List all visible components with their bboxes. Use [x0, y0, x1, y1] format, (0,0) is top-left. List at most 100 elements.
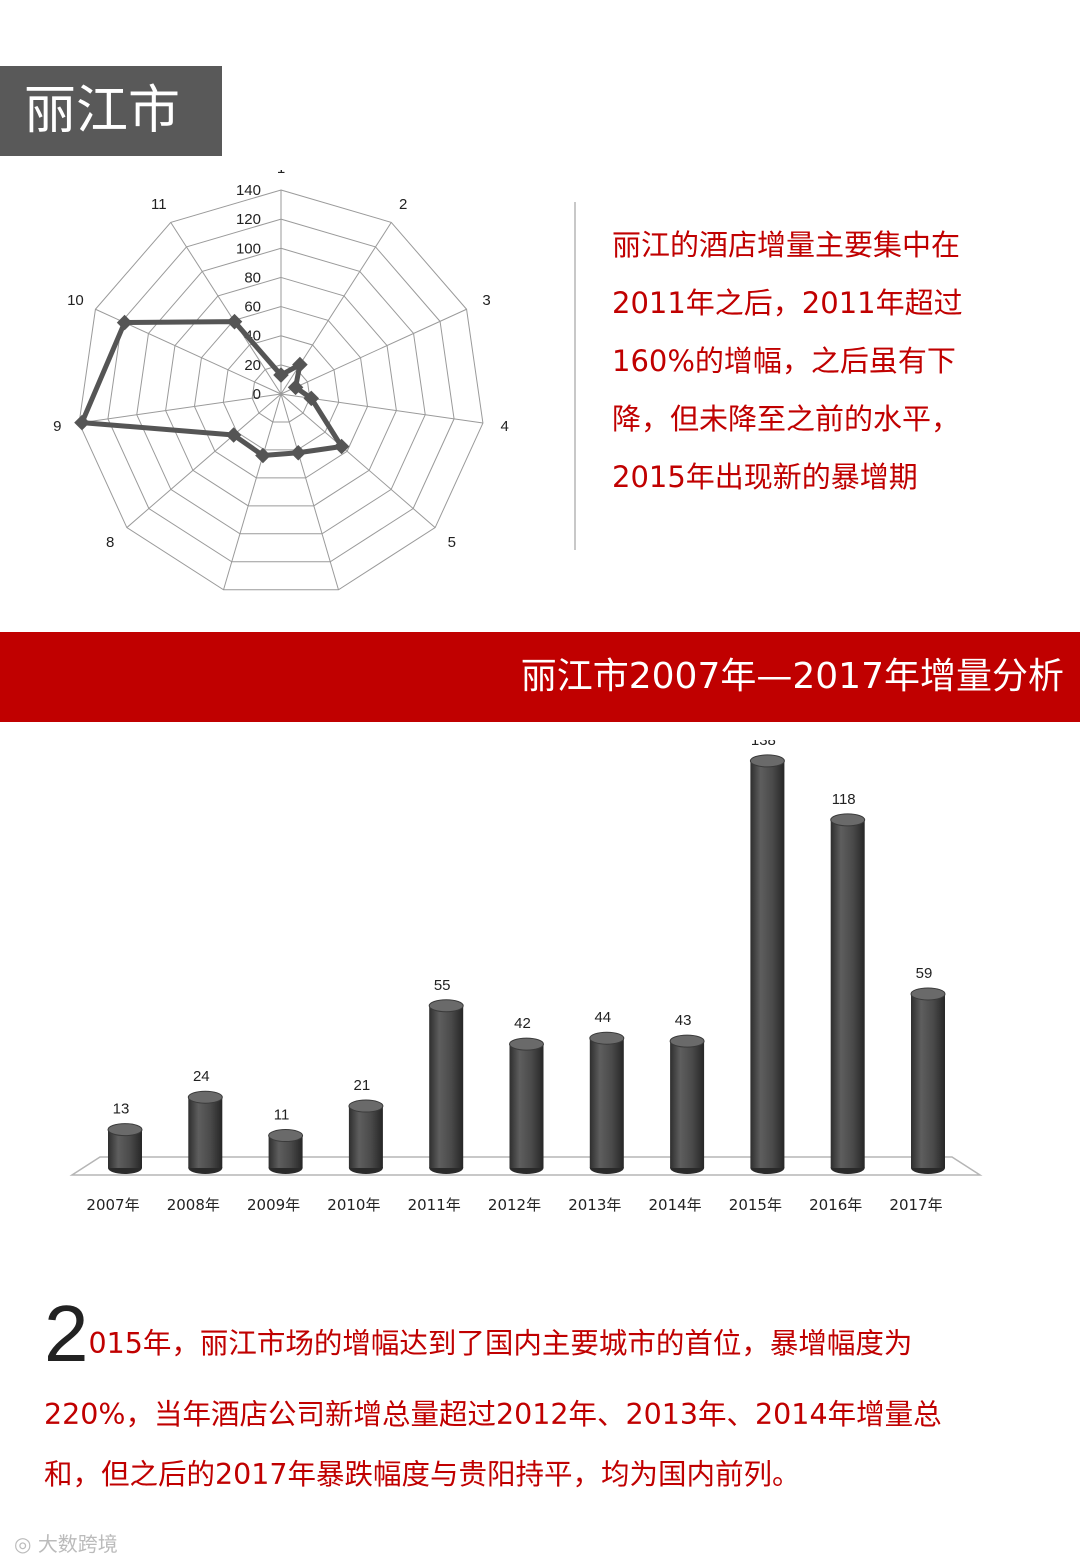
section-banner: 丽江市2007年—2017年增量分析 — [0, 632, 1080, 722]
radar-grid — [78, 189, 484, 591]
bar-category-label: 2010年 — [327, 1196, 380, 1214]
radar-category-label: 1 — [277, 170, 285, 177]
radar-point — [225, 427, 242, 443]
description-line: 丽江的酒店增量主要集中在 — [612, 228, 961, 262]
bar-data-label: 21 — [354, 1077, 371, 1094]
bar-category-label: 2016年 — [809, 1196, 862, 1214]
bar-data-label: 24 — [193, 1068, 210, 1085]
bar — [509, 1037, 544, 1174]
watermark-text: 大数跨境 — [37, 1532, 118, 1556]
bar-data-label: 11 — [274, 1107, 290, 1124]
radar-spoke — [280, 308, 467, 395]
bar-top — [348, 1099, 384, 1113]
bar-top — [107, 1123, 143, 1137]
bar-body — [188, 1097, 223, 1168]
radar-point — [116, 314, 133, 331]
bar — [589, 1031, 625, 1174]
bar-data-label: 118 — [832, 791, 856, 808]
bar — [107, 1123, 143, 1174]
watermark-logo-icon: ◎ — [14, 1532, 38, 1556]
radar-tick-label: 0 — [253, 386, 261, 403]
bar-top — [830, 813, 866, 827]
description-text: 丽江的酒店增量主要集中在 2011年之后，2011年超过 160%的增幅，之后虽… — [612, 216, 1062, 506]
bar-top — [589, 1031, 625, 1045]
summary-line-2: 220%，当年酒店公司新增总量超过2012年、2013年、2014年增量总 — [44, 1398, 942, 1431]
bar-data-label: 138 — [751, 740, 776, 749]
bar-top — [268, 1129, 304, 1143]
radar-point — [290, 444, 307, 461]
bar — [910, 987, 946, 1174]
bar-category-label: 2011年 — [408, 1196, 461, 1214]
radar-category-label: 5 — [448, 534, 456, 551]
bar-category-label: 2012年 — [488, 1196, 541, 1214]
summary-line-1: 2015年，丽江市场的增幅达到了国内主要城市的首位，暴增幅度为 — [44, 1288, 912, 1380]
radar-category-label: 8 — [106, 534, 114, 551]
bar-body — [750, 760, 785, 1168]
radar-spoke — [79, 393, 282, 424]
radar-ring — [222, 335, 340, 451]
bar — [669, 1034, 705, 1174]
radar-tick-label: 60 — [244, 299, 261, 316]
drop-cap: 2 — [44, 1289, 89, 1378]
radar-spoke — [280, 393, 436, 528]
bar-top — [187, 1090, 223, 1104]
bar-data-label: 13 — [113, 1101, 130, 1118]
bar — [187, 1090, 223, 1174]
radar-chart: 0204060801001201401234567891011 — [53, 170, 509, 591]
summary-line-1-text: 015年，丽江市场的增幅达到了国内主要城市的首位，暴增幅度为 — [88, 1327, 913, 1360]
bar-top — [910, 987, 946, 1001]
description-line: 降，但未降至之前的水平， — [612, 402, 961, 436]
bar-body — [348, 1106, 383, 1168]
radar-spoke — [126, 393, 282, 528]
radar-ring — [251, 364, 311, 423]
bar-top — [669, 1034, 705, 1048]
radar-category-label: 2 — [399, 196, 407, 213]
radar-spoke — [170, 222, 282, 395]
bar-data-label: 44 — [594, 1009, 611, 1026]
description-line: 2011年之后，2011年超过 — [612, 286, 963, 320]
vertical-divider — [574, 202, 576, 550]
bar — [830, 813, 866, 1174]
bar-data-label: 42 — [514, 1015, 531, 1032]
radar-spoke — [223, 393, 282, 590]
radar-category-label: 9 — [53, 418, 61, 435]
bar-body — [830, 819, 865, 1168]
bar-data-label: 59 — [916, 965, 933, 982]
radar-ring — [78, 189, 484, 591]
radar-tick-label: 80 — [244, 269, 261, 286]
bar-body — [911, 993, 945, 1168]
radar-category-label: 4 — [501, 418, 509, 435]
radar-tick-label: 140 — [236, 182, 261, 199]
bar-top — [749, 754, 785, 768]
radar-tick-label: 100 — [236, 240, 261, 257]
radar-ring — [165, 276, 397, 507]
summary-line-3: 和，但之后的2017年暴跌幅度与贵阳持平，均为国内前列。 — [44, 1458, 801, 1491]
bar-category-label: 2007年 — [86, 1196, 139, 1214]
page-title: 丽江市 — [0, 66, 222, 156]
radar-ring — [107, 218, 455, 563]
bar-category-label: 2009年 — [247, 1196, 300, 1214]
banner-title: 丽江市2007年—2017年增量分析 — [520, 656, 1064, 697]
watermark: ◎ 大数跨境 — [14, 1528, 118, 1557]
radar-tick-label: 120 — [236, 211, 261, 228]
bar-body — [429, 1005, 464, 1168]
radar-category-label: 10 — [67, 292, 84, 309]
radar-point — [273, 367, 289, 383]
radar-ring — [193, 306, 369, 479]
bar-category-label: 2017年 — [889, 1196, 942, 1214]
radar-point — [74, 414, 90, 431]
bar-category-label: 2008年 — [167, 1196, 220, 1214]
radar-category-label: 3 — [482, 292, 490, 309]
description-line: 2015年出现新的暴增期 — [612, 460, 918, 494]
bar — [428, 999, 464, 1174]
bar — [749, 754, 785, 1174]
bar — [348, 1099, 384, 1174]
bar-category-label: 2013年 — [568, 1196, 621, 1214]
radar-category-label: 11 — [151, 196, 167, 213]
radar-point — [226, 313, 243, 330]
radar-spoke — [280, 393, 339, 590]
bar-body — [509, 1044, 544, 1168]
bar-category-label: 2015年 — [729, 1196, 782, 1214]
radar-tick-label: 20 — [244, 357, 261, 374]
bar-body — [670, 1041, 705, 1168]
